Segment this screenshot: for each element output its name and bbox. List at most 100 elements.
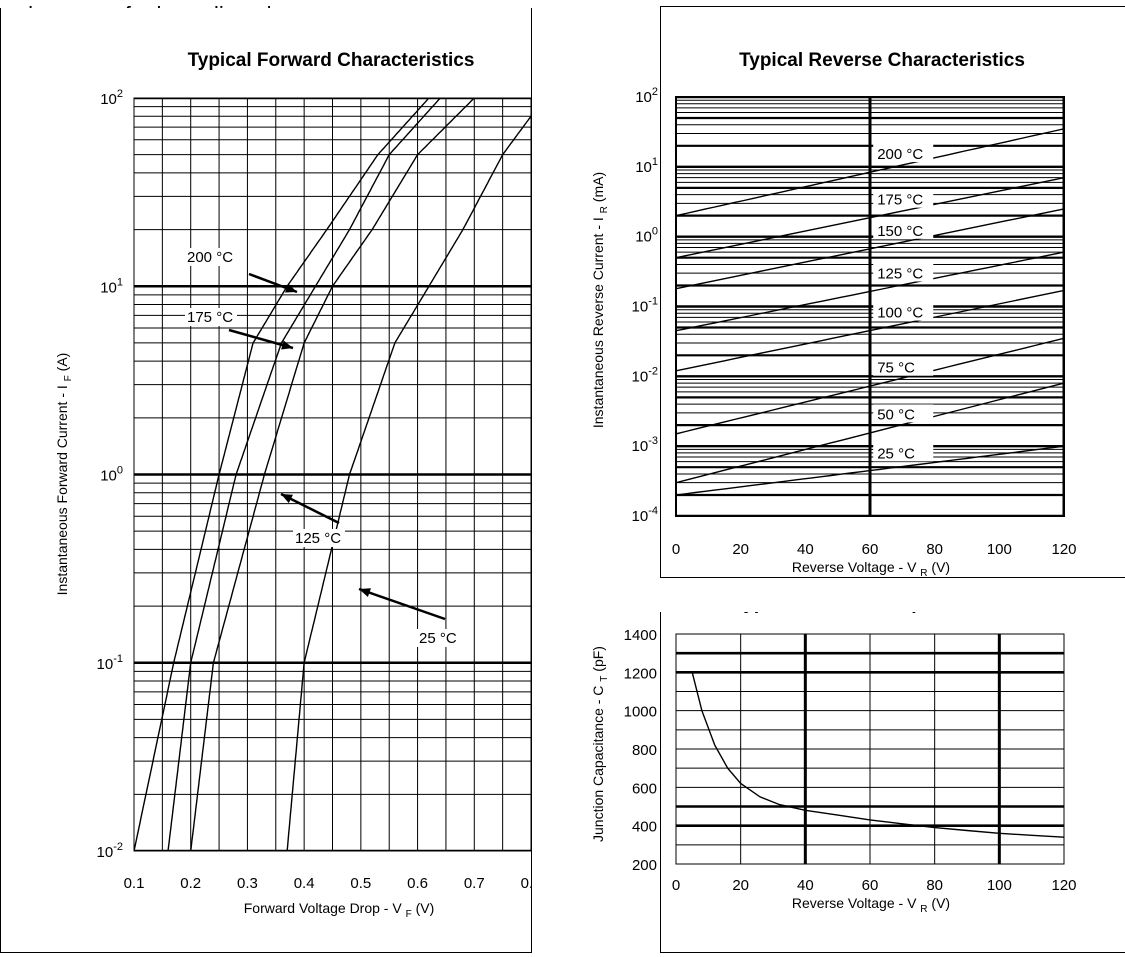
label-arrow (228, 328, 294, 350)
capacitance-panel: Typical Junction Capacitance 0 20 40 60 80 100… (618, 593, 1125, 953)
chart-title: Typical Reverse Characteristics (739, 50, 1025, 71)
label-background (873, 220, 934, 239)
y-tick-label: 100 (100, 465, 123, 485)
plot-frame (675, 96, 1065, 517)
y-tick-label: 1400 (624, 627, 657, 644)
x-tick-label: 20 (732, 877, 749, 894)
junction-capacitance-chart: Typical Junction Capacitance 0 20 40 60 80 100… (618, 593, 1125, 915)
x-tick-label: 120 (1051, 877, 1076, 894)
y-tick-label: 102 (100, 88, 123, 108)
y-tick-label: 1200 (624, 665, 657, 682)
arrow-head (285, 283, 297, 293)
x-tick-label: 0.6 (407, 875, 428, 892)
y-tick-label: 600 (632, 780, 657, 797)
arrow-head (281, 494, 293, 504)
x-tick-label: 0.8 (521, 875, 531, 892)
x-tick-label: 120 (1051, 541, 1076, 558)
plot-area (134, 98, 531, 851)
temperature-label: 200 °C (877, 146, 923, 163)
label-background (873, 357, 934, 376)
x-tick-label: 80 (926, 541, 943, 558)
series-line-3 (676, 251, 1064, 332)
temperature-label: 175 °C (187, 309, 233, 326)
series-line-0 (676, 128, 1064, 217)
x-tick-label: 0 (672, 877, 680, 894)
label-background (873, 189, 934, 208)
arrow-head (281, 340, 293, 350)
temperature-label: 75 °C (877, 360, 915, 377)
label-background (873, 443, 934, 462)
series-line-0 (134, 98, 430, 851)
chart-title: Typical Forward Characteristics (188, 50, 475, 71)
x-tick-label: 0.5 (350, 875, 371, 892)
label-background (873, 263, 934, 282)
x-axis-title: Forward Voltage Drop - V F (V) (244, 900, 435, 920)
y-tick-label: 10-4 (632, 505, 658, 525)
x-axis-title: Reverse Voltage - V R (V) (792, 559, 950, 577)
x-tick-label: 80 (926, 877, 943, 894)
x-tick-label: 100 (987, 877, 1012, 894)
temperature-label: 50 °C (877, 406, 915, 423)
y-tick-label: 400 (632, 819, 657, 836)
label-background (873, 302, 934, 321)
series-line-5 (676, 337, 1064, 435)
temperature-label: 25 °C (419, 630, 457, 647)
y-tick-label: 10-1 (97, 653, 123, 673)
reverse-panel: Typical Reverse Characteristics 200 °C 175… (635, 6, 1125, 579)
plot-area (676, 97, 1064, 516)
x-tick-label: 100 (987, 541, 1012, 558)
temperature-label: 200 °C (187, 249, 233, 266)
temperature-label: 125 °C (295, 530, 341, 547)
label-background (873, 404, 934, 423)
label-background (185, 248, 237, 266)
temperature-label: 175 °C (877, 192, 923, 209)
label-background (873, 144, 934, 163)
y-axis-title: Instantaneous Forward Current - I F (A) (54, 353, 74, 596)
y-tick-label: 200 (632, 857, 657, 874)
temperature-label: 150 °C (877, 223, 923, 240)
forward-characteristics-chart: Typical Forward Characteristics 0.1 0.2 0.3… (54, 50, 541, 920)
temperature-label: 25 °C (877, 445, 915, 462)
series-line-2 (676, 208, 1064, 290)
series-line-2 (190, 98, 475, 851)
y-axis-title: Junction Capacitance - C T (pF) (590, 646, 610, 842)
label-arrow (358, 587, 446, 621)
x-tick-label: 40 (797, 877, 814, 894)
temperature-label: 125 °C (877, 265, 923, 282)
y-tick-label: 10-2 (97, 841, 123, 861)
x-tick-label: 40 (797, 541, 814, 558)
x-axis-title: Reverse Voltage - V R (V) (792, 895, 950, 915)
y-tick-label: 800 (632, 742, 657, 759)
x-tick-label: 0.4 (294, 875, 315, 892)
temperature-label: 100 °C (877, 305, 923, 322)
series-line-7 (676, 445, 1064, 496)
series-line-4 (676, 289, 1064, 372)
reverse-characteristics-chart: Typical Reverse Characteristics 200 °C 175… (635, 50, 1077, 579)
series-line-1 (676, 177, 1064, 259)
y-axis-title: Instantaneous Reverse Current - I R (mA) (590, 172, 610, 428)
x-tick-label: 0 (672, 541, 680, 558)
x-tick-label: 20 (732, 541, 749, 558)
x-tick-label: 0.1 (124, 875, 145, 892)
label-background (417, 629, 461, 647)
series-line-3 (286, 115, 531, 851)
y-tick-label: 102 (635, 86, 658, 106)
series-line-6 (676, 382, 1064, 484)
arrow-head (359, 588, 371, 598)
y-tick-label: 100 (635, 226, 658, 246)
plot-frame (675, 633, 1065, 865)
plot-area (675, 633, 1065, 865)
series-line-1 (167, 98, 441, 851)
x-tick-label: 60 (862, 877, 879, 894)
x-tick-label: 0.2 (180, 875, 201, 892)
y-tick-label: 1000 (624, 704, 657, 721)
label-background (185, 308, 237, 326)
x-tick-label: 0.3 (237, 875, 258, 892)
x-tick-label: 0.7 (464, 875, 485, 892)
y-tick-label: 101 (100, 276, 123, 296)
forward-panel: Typical Forward Characteristics 0.1 0.2 0.3… (0, 8, 541, 953)
y-tick-label: 10-3 (632, 435, 658, 455)
label-background (293, 529, 345, 547)
chart-title: Typical Junction Capacitance (733, 612, 999, 614)
